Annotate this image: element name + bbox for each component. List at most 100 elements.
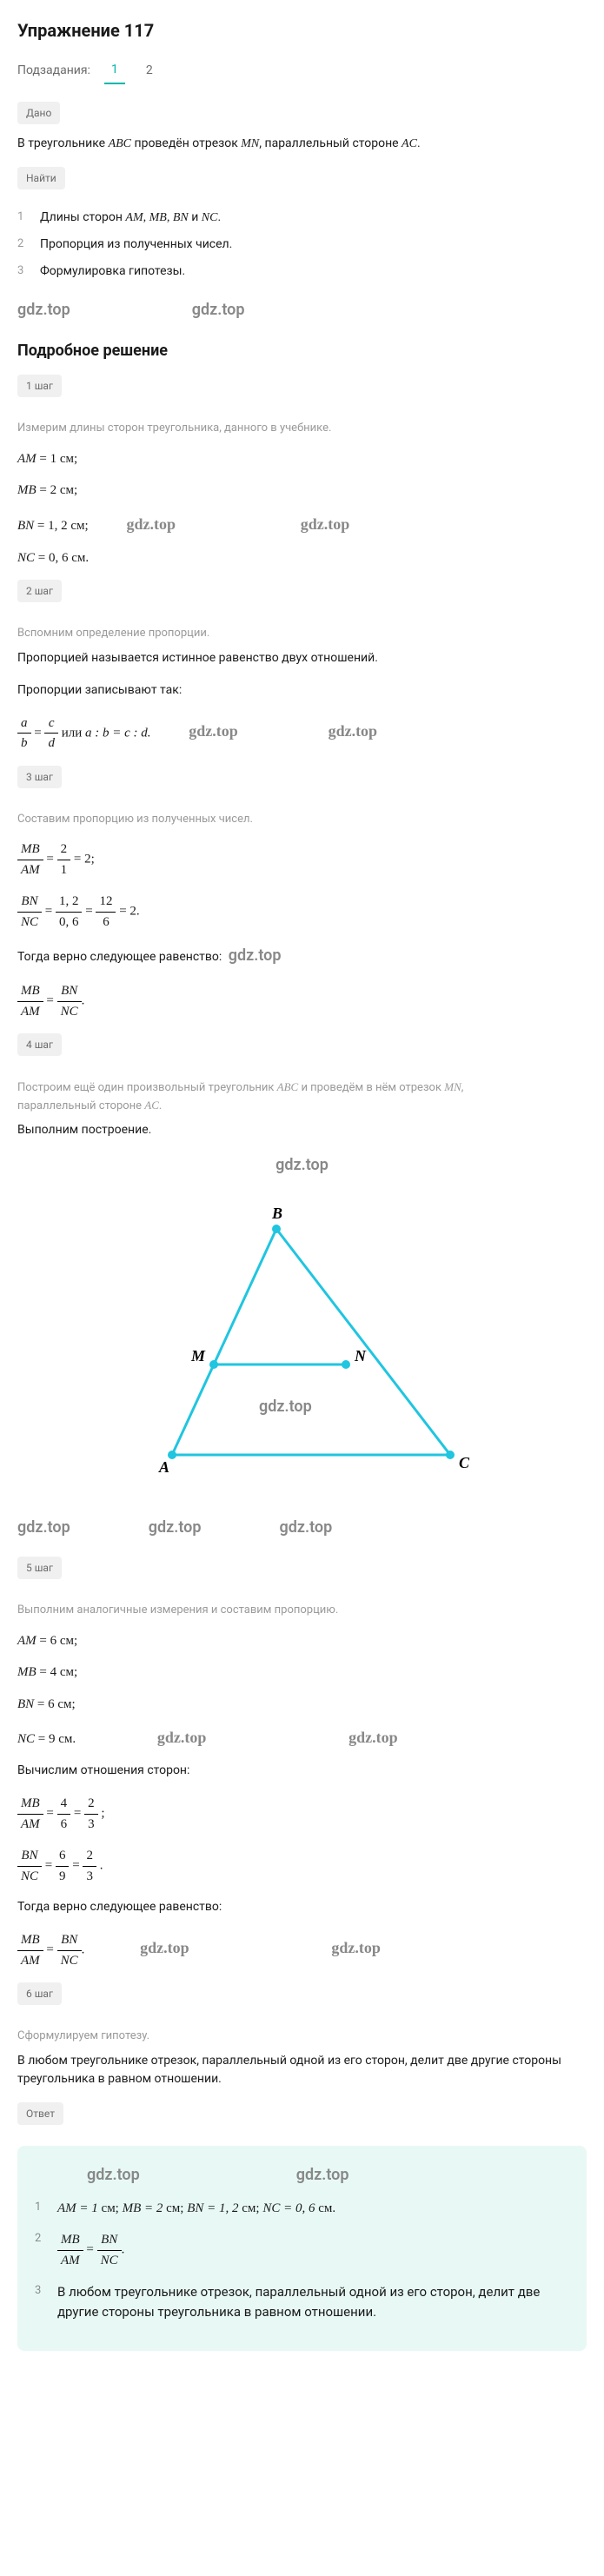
build-text: Выполним построение.	[17, 1121, 587, 1139]
measure-nc: NC = 0, 6 см.	[17, 548, 587, 568]
step-4-badge: 4 шаг	[17, 1033, 62, 1056]
step-1-desc: Измерим длины сторон треугольника, данно…	[17, 420, 587, 437]
given-var-mn: MN	[241, 137, 259, 150]
m2-am-e: = 6	[37, 1634, 56, 1648]
a2-d2: NC	[97, 2251, 122, 2271]
measure-am: AM = 1 см;	[17, 449, 587, 469]
s4-v1: ABC	[277, 1080, 299, 1093]
r22-d2: 9	[56, 1867, 70, 1887]
given-text: В треугольнике ABC проведён отрезок MN, …	[17, 135, 587, 153]
answer-1: 1 AM = 1 см; MB = 2 см; BN = 1, 2 см; NC…	[35, 2199, 569, 2219]
find-1-var2: NC	[202, 211, 218, 224]
r21-eq: =	[46, 1806, 56, 1820]
then-text-2: Тогда верно следующее равенство:	[17, 1898, 587, 1916]
then-label: Тогда верно следующее равенство:	[17, 950, 222, 964]
a2-n: 2	[35, 2230, 47, 2270]
watermark: gdz.top	[192, 298, 245, 322]
s4-prefix: Построим ещё один произвольный треугольн…	[17, 1081, 277, 1094]
measure2-bn: BN = 6 см;	[17, 1695, 587, 1715]
proportion-def: Пропорцией называется истинное равенство…	[17, 649, 587, 667]
eq2-d1: AM	[17, 1951, 43, 1971]
subtasks-label: Подзадания:	[17, 62, 90, 80]
given-suffix: .	[417, 136, 421, 150]
ratio2-line1: MBAM = 46 = 23 ;	[17, 1794, 587, 1834]
given-badge: Дано	[17, 102, 60, 124]
s4-mid: и проведём в нём отрезок	[298, 1081, 444, 1094]
eq-n1: MB	[17, 981, 43, 1002]
measure-bn: BN = 1, 2 см; gdz.top gdz.top	[17, 513, 587, 536]
r21-n: MB	[17, 1794, 43, 1815]
m2-mb-u: см;	[56, 1665, 77, 1679]
r2-d3: 6	[96, 913, 116, 933]
m-nc-unit: см.	[68, 551, 89, 565]
r22-d: NC	[17, 1867, 42, 1887]
step-2-desc: Вспомним определение пропорции.	[17, 625, 587, 642]
m-nc-eq: = 0, 6	[35, 551, 68, 565]
r22-n3: 2	[83, 1846, 96, 1867]
r22-res: .	[100, 1858, 103, 1872]
watermark: gdz.top	[17, 298, 70, 322]
r22-n2: 6	[56, 1846, 70, 1867]
answer-badge: Ответ	[17, 2102, 63, 2125]
m-nc-var: NC	[17, 551, 35, 565]
solution-heading: Подробное решение	[17, 339, 587, 362]
m-mb-unit: см;	[56, 483, 77, 497]
find-num-3: 3	[17, 262, 30, 281]
prop-or: или	[62, 726, 85, 740]
svg-text:B: B	[271, 1205, 282, 1222]
equality-1: MBAM = BNNC.	[17, 981, 587, 1021]
watermark: gdz.top	[17, 1516, 70, 1539]
r1-res: = 2;	[74, 852, 95, 866]
step-6-badge: 6 шаг	[17, 1982, 62, 2005]
svg-text:C: C	[459, 1454, 470, 1471]
measure-mb: MB = 2 см;	[17, 481, 587, 501]
find-num-2: 2	[17, 236, 30, 254]
step-4-desc: Построим ещё один произвольный треугольн…	[17, 1079, 587, 1114]
watermark: gdz.top	[149, 1516, 202, 1539]
s4-v3: AC	[144, 1099, 159, 1112]
find-num-1: 1	[17, 209, 30, 227]
m2-nc-v: NC	[17, 1732, 35, 1746]
tab-2[interactable]: 2	[139, 58, 160, 83]
a1-n: 1	[35, 2199, 47, 2219]
m2-bn-v: BN	[17, 1697, 34, 1711]
a1-l4: NC = 0, 6	[262, 2201, 315, 2215]
watermark: gdz.top	[301, 515, 350, 533]
watermark: gdz.top	[189, 722, 238, 740]
watermark-row-1: gdz.top gdz.top	[17, 298, 587, 322]
step-5-desc: Выполним аналогичные измерения и состави…	[17, 1602, 587, 1619]
r2-mid: =	[85, 904, 96, 918]
m2-am-v: AM	[17, 1634, 37, 1648]
tab-1[interactable]: 1	[104, 57, 125, 84]
a3-n: 3	[35, 2282, 47, 2321]
r21-mid: =	[74, 1806, 84, 1820]
eq2-d2: NC	[57, 1951, 82, 1971]
r2-n3: 12	[96, 892, 116, 913]
s4-l2p: параллельный стороне	[17, 1099, 144, 1112]
measure2-am: AM = 6 см;	[17, 1631, 587, 1651]
r1-eq: =	[46, 852, 56, 866]
r2-n2: 1, 2	[56, 892, 83, 913]
watermark: gdz.top	[275, 1156, 329, 1174]
r21-n3: 2	[84, 1794, 98, 1815]
a2-d1: AM	[57, 2251, 83, 2271]
r21-d2: 6	[57, 1815, 71, 1835]
r21-n2: 4	[57, 1794, 71, 1815]
r22-eq: =	[45, 1858, 56, 1872]
a2-n2: BN	[97, 2230, 122, 2251]
ratio2-line2: BNNC = 69 = 23 .	[17, 1846, 587, 1886]
svg-text:M: M	[190, 1347, 206, 1364]
ratio1-line1: MBAM = 21 = 2;	[17, 840, 587, 880]
watermark: gdz.top	[229, 946, 282, 965]
step-5-badge: 5 шаг	[17, 1557, 62, 1579]
equality-2: MBAM = BNNC. gdz.top gdz.top	[17, 1930, 587, 1970]
m-mb-var: MB	[17, 483, 37, 497]
then-text-1: Тогда верно следующее равенство: gdz.top	[17, 944, 587, 967]
watermark: gdz.top	[329, 722, 378, 740]
svg-text:A: A	[158, 1458, 169, 1476]
given-mid1: проведён отрезок	[131, 136, 241, 150]
prop-alt: a : b = c : d.	[85, 726, 151, 740]
svg-text:N: N	[354, 1347, 367, 1364]
m2-mb-v: MB	[17, 1665, 37, 1679]
watermark-over-triangle: gdz.top	[17, 1153, 587, 1177]
